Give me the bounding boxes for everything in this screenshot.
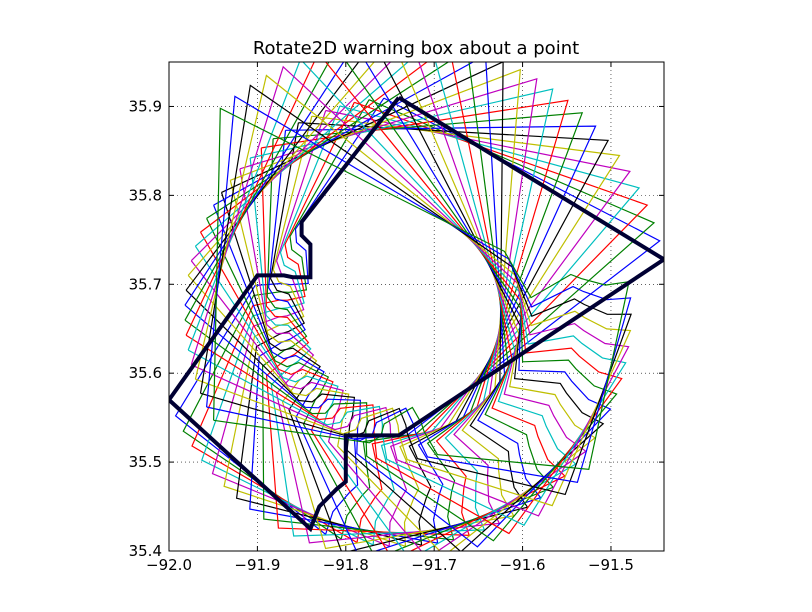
rotated-polygon-18 bbox=[194, 62, 577, 551]
y-tick-label: 35.4 bbox=[129, 542, 162, 560]
rotated-polygon-21 bbox=[185, 62, 605, 551]
rotated-polygon-8 bbox=[249, 125, 597, 544]
rotated-polygon-13 bbox=[229, 68, 521, 550]
rotated-polygon-23 bbox=[184, 62, 618, 542]
rotated-polygon-24 bbox=[185, 62, 623, 535]
axes-frame bbox=[168, 61, 665, 552]
rotated-polygon-29 bbox=[206, 95, 632, 483]
rotated-polygon-10 bbox=[260, 99, 569, 537]
rotated-polygon-12 bbox=[239, 77, 538, 544]
x-tick-label: −91.9 bbox=[234, 556, 280, 574]
x-tick-label: −91.5 bbox=[588, 556, 634, 574]
rotated-polygon-25 bbox=[187, 62, 627, 526]
rotated-polygon-11 bbox=[249, 88, 554, 537]
original-polygon bbox=[169, 95, 664, 533]
x-axis-ticks: −92.0 −91.9 −91.8 −91.7 −91.6 −91.5 bbox=[146, 62, 634, 574]
rotated-polygon-26 bbox=[190, 65, 630, 517]
x-tick-label: −91.7 bbox=[411, 556, 457, 574]
rotated-polygon-7 bbox=[235, 122, 610, 546]
rotated-polygon-27 bbox=[194, 74, 632, 507]
y-tick-label: 35.7 bbox=[129, 275, 162, 293]
rotated-polygon-15 bbox=[213, 62, 542, 551]
rotated-polygon-20 bbox=[187, 62, 597, 551]
rotated-polygon-30 bbox=[213, 107, 630, 471]
x-tick-label: −91.8 bbox=[323, 556, 369, 574]
rotated-polygon-17 bbox=[199, 62, 566, 551]
y-tick-label: 35.5 bbox=[129, 453, 162, 471]
y-tick-label: 35.6 bbox=[129, 364, 162, 382]
rotated-polygon-14 bbox=[220, 62, 529, 551]
rotated-polygon-16 bbox=[206, 62, 555, 551]
rotated-polygon-9 bbox=[261, 112, 584, 541]
x-tick-label: −91.6 bbox=[500, 556, 546, 574]
plot-area: −92.0 −91.9 −91.8 −91.7 −91.6 −91.5 35.435.53… bbox=[129, 61, 665, 574]
x-tick-label: −92.0 bbox=[146, 556, 192, 574]
rotated-polygon-19 bbox=[190, 62, 587, 551]
rotated-polygon-28 bbox=[199, 84, 632, 496]
y-tick-label: 35.9 bbox=[129, 97, 162, 115]
original-warning-box bbox=[169, 95, 664, 533]
y-axis-ticks: 35.4 35.5 35.6 35.7 35.8 35.9 bbox=[129, 97, 664, 560]
rotated-polygon-4 bbox=[201, 105, 641, 546]
y-tick-label: 35.8 bbox=[129, 186, 162, 204]
chart-title: Rotate2D warning box about a point bbox=[253, 38, 579, 59]
